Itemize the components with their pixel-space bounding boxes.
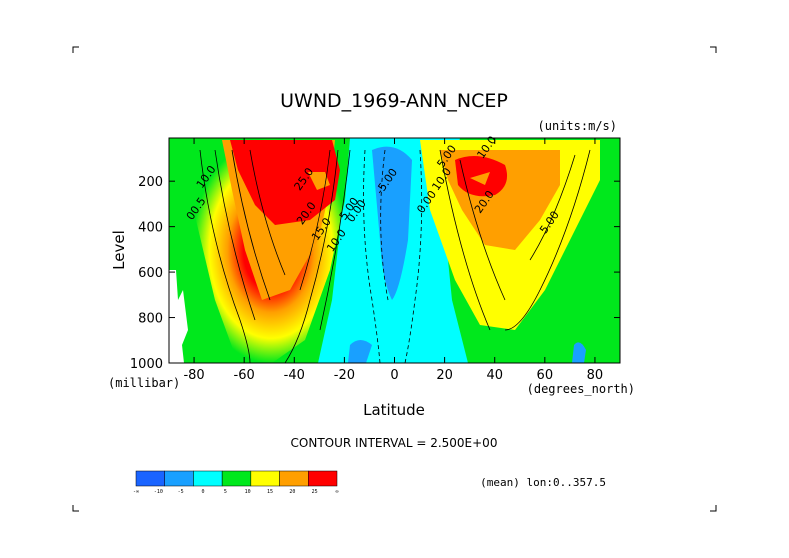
colorbar-tick-label: 10 [245,489,251,495]
x-tick-label: -60 [234,368,255,383]
x-tick-label: -20 [334,368,355,383]
colorbar-tick-label: 25 [312,489,318,495]
x-tick-label: -80 [183,368,204,383]
colorbar-tick-label: -5 [178,489,184,495]
y-units-label: (millibar) [108,376,180,390]
colorbar-tick-label: -∞ [133,489,139,495]
contour-fill-area [169,138,620,363]
y-axis: 200 400 600 800 1000 [130,175,620,372]
colorbar-swatch [221,470,252,487]
colorbar-swatch [164,470,194,487]
y-tick-label: 600 [138,266,163,281]
x-tick-label: 0 [390,368,398,383]
x-axis: -80 -60 -40 -20 0 20 40 60 80 [183,138,603,383]
x-tick-label: 20 [436,368,453,383]
corner-crop-marks [72,46,717,512]
x-tick-label: -40 [284,368,305,383]
colorbar-tick-label: 15 [267,489,273,495]
x-tick-label: 60 [537,368,554,383]
y-axis-title: Level [110,230,128,270]
x-units-label: (degrees_north) [527,382,635,396]
contour-interval-text: CONTOUR INTERVAL = 2.500E+00 [291,436,498,450]
colorbar-tick-label: 0 [201,489,204,495]
y-tick-label: 400 [138,221,163,236]
colorbar-tick-label: 5 [224,489,227,495]
colorbar: -∞ -10 -5 0 5 10 15 20 25 ∞ [133,470,339,495]
y-tick-label: 800 [138,312,163,327]
mean-longitude-text: (mean) lon:0..357.5 [480,476,606,489]
colorbar-tick-label: -10 [154,489,163,495]
colorbar-swatch [250,470,280,487]
x-tick-label: 40 [486,368,503,383]
chart-title: UWND_1969-ANN_NCEP [280,90,508,112]
colorbar-tick-label: 20 [289,489,295,495]
colorbar-swatch [193,470,223,487]
x-tick-label: 80 [587,368,604,383]
y-tick-label: 1000 [130,357,163,372]
colorbar-tick-label: ∞ [335,489,338,495]
units-label: (units:m/s) [538,119,617,133]
colorbar-swatch [135,470,165,487]
y-tick-label: 200 [138,175,163,190]
x-axis-title: Latitude [363,401,425,419]
colorbar-swatch [279,470,309,487]
colorbar-swatch [308,470,338,487]
